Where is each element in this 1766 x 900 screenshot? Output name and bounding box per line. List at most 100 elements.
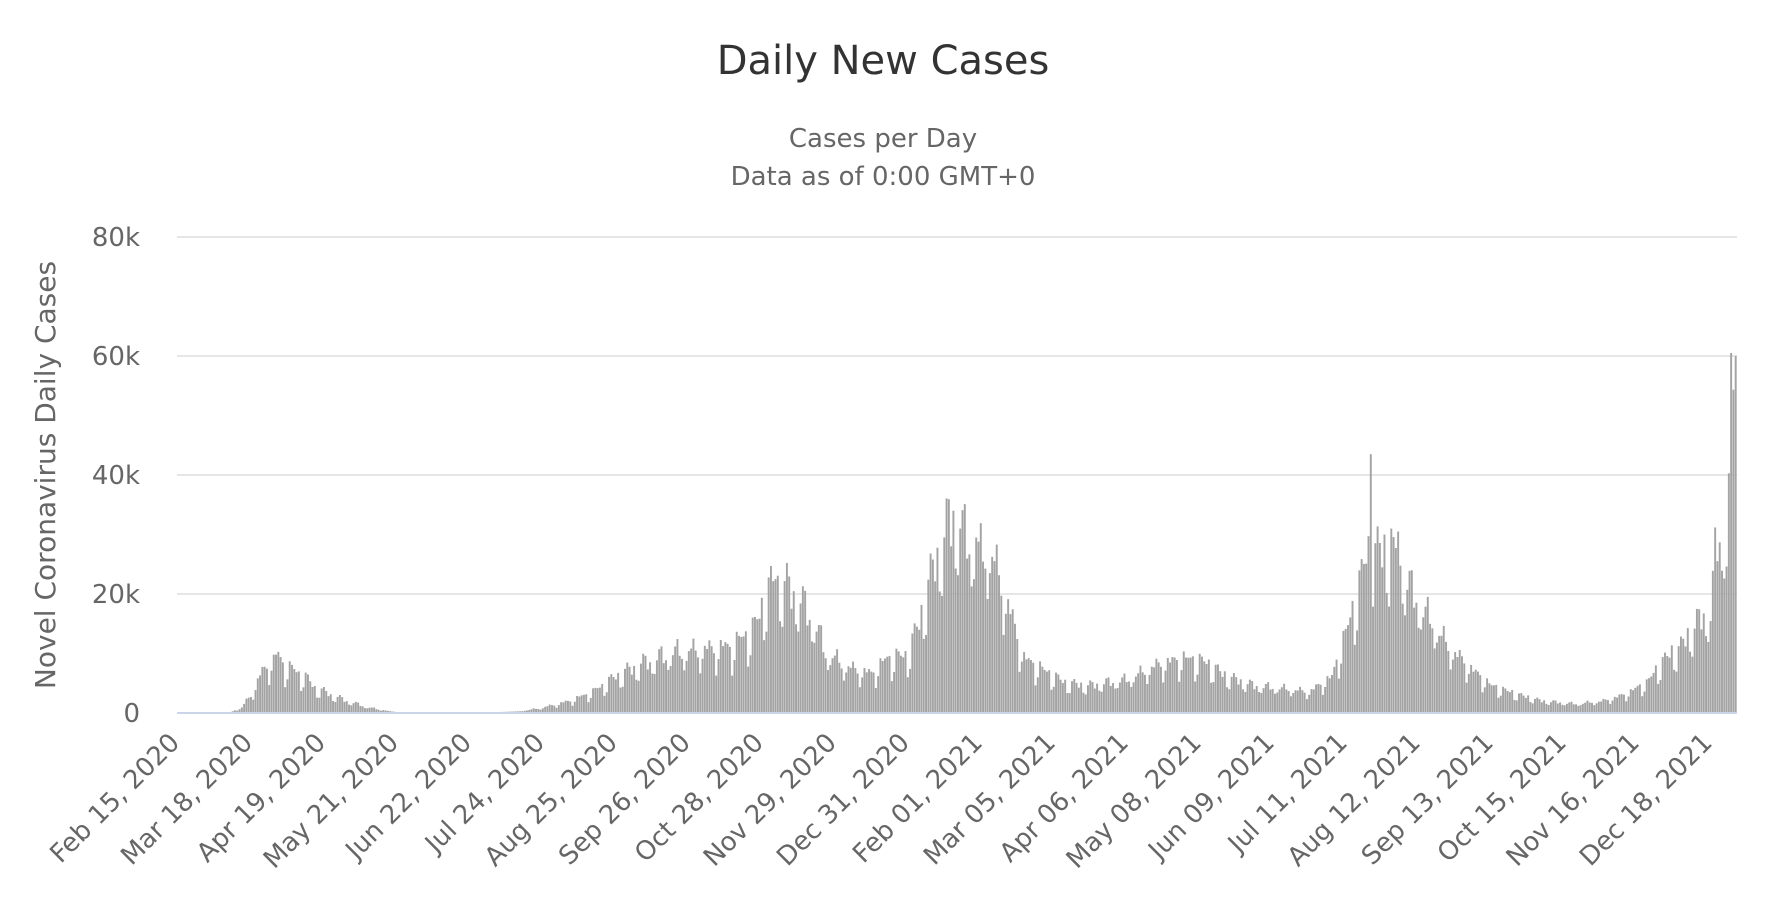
bar xyxy=(352,703,355,713)
bar xyxy=(1627,696,1630,713)
bar xyxy=(1632,690,1635,713)
bar xyxy=(1481,692,1484,713)
bar xyxy=(1426,596,1429,713)
bar xyxy=(1057,674,1060,713)
bar xyxy=(300,690,303,713)
bar xyxy=(927,579,930,713)
bar xyxy=(1276,692,1279,713)
bar xyxy=(361,706,364,713)
bar xyxy=(1310,689,1313,713)
bar xyxy=(546,706,549,713)
bar xyxy=(1255,686,1258,713)
bar xyxy=(1513,699,1516,713)
bar xyxy=(1139,665,1142,713)
bar xyxy=(1490,685,1493,713)
bar xyxy=(1522,695,1525,713)
bar xyxy=(1271,688,1274,713)
bar xyxy=(1390,528,1393,713)
bar xyxy=(325,691,328,713)
bar xyxy=(1693,628,1696,713)
bar xyxy=(345,701,348,713)
bar xyxy=(1520,693,1523,713)
bar xyxy=(291,664,293,713)
bar xyxy=(1673,669,1676,713)
bar xyxy=(817,625,820,713)
y-tick-label: 60k xyxy=(92,342,140,372)
bar xyxy=(1342,630,1345,713)
bar xyxy=(1435,642,1438,713)
bar xyxy=(1531,703,1534,713)
bar xyxy=(658,649,661,713)
bar xyxy=(594,687,597,713)
bar xyxy=(833,655,836,713)
bar xyxy=(628,666,631,713)
bar xyxy=(1196,674,1199,713)
bar xyxy=(1618,694,1621,713)
bar xyxy=(1205,664,1208,713)
bar xyxy=(1399,565,1402,713)
bar xyxy=(1684,646,1687,713)
bar xyxy=(938,591,941,713)
bar xyxy=(820,625,823,713)
bar xyxy=(535,708,537,713)
bar xyxy=(236,710,239,713)
bar xyxy=(836,649,839,713)
bar xyxy=(984,568,987,713)
bar xyxy=(1563,705,1566,713)
bar xyxy=(767,577,770,713)
bar xyxy=(1458,649,1461,713)
bar xyxy=(1641,696,1644,713)
bar xyxy=(1294,690,1297,713)
bar xyxy=(1499,695,1502,713)
bar xyxy=(1529,701,1532,713)
bar xyxy=(1410,570,1413,713)
bar xyxy=(1027,658,1030,713)
bar xyxy=(605,692,608,713)
bar xyxy=(1677,646,1680,713)
bar xyxy=(1711,570,1714,713)
bar xyxy=(733,660,736,713)
bar xyxy=(341,697,344,713)
bar xyxy=(1246,684,1249,713)
bar xyxy=(1477,671,1479,713)
bar xyxy=(637,680,640,713)
bar xyxy=(1164,670,1167,713)
bar xyxy=(580,695,583,713)
bar xyxy=(555,707,558,713)
bar xyxy=(893,671,896,713)
bar xyxy=(249,697,252,713)
bar xyxy=(608,676,610,713)
bar xyxy=(1308,694,1311,713)
bar xyxy=(1248,679,1251,713)
bar xyxy=(1283,683,1286,713)
bar xyxy=(585,694,588,713)
bar xyxy=(1534,698,1536,713)
bar xyxy=(1620,694,1623,713)
bar xyxy=(1383,534,1386,713)
bar xyxy=(630,674,633,713)
bar xyxy=(1305,699,1308,713)
bar xyxy=(1214,664,1217,713)
bar xyxy=(758,618,761,713)
bar xyxy=(564,700,567,713)
bar xyxy=(382,710,385,713)
bar xyxy=(1611,700,1614,713)
bar xyxy=(560,702,563,713)
bar xyxy=(1374,543,1377,713)
bar xyxy=(1686,628,1689,713)
bar xyxy=(922,638,925,713)
bar xyxy=(530,709,533,713)
bar xyxy=(1137,673,1140,713)
bar xyxy=(1668,657,1671,713)
bar xyxy=(541,708,544,713)
x-tick-label: Feb 01, 2021 xyxy=(847,728,988,869)
bar xyxy=(808,619,811,713)
bar xyxy=(649,662,652,713)
bar xyxy=(1540,702,1543,713)
bar xyxy=(1467,673,1470,713)
x-tick-label: Dec 18, 2021 xyxy=(1574,728,1719,873)
bar xyxy=(660,646,663,713)
bar xyxy=(1689,651,1692,713)
bar xyxy=(1483,687,1486,713)
bar xyxy=(797,631,800,713)
